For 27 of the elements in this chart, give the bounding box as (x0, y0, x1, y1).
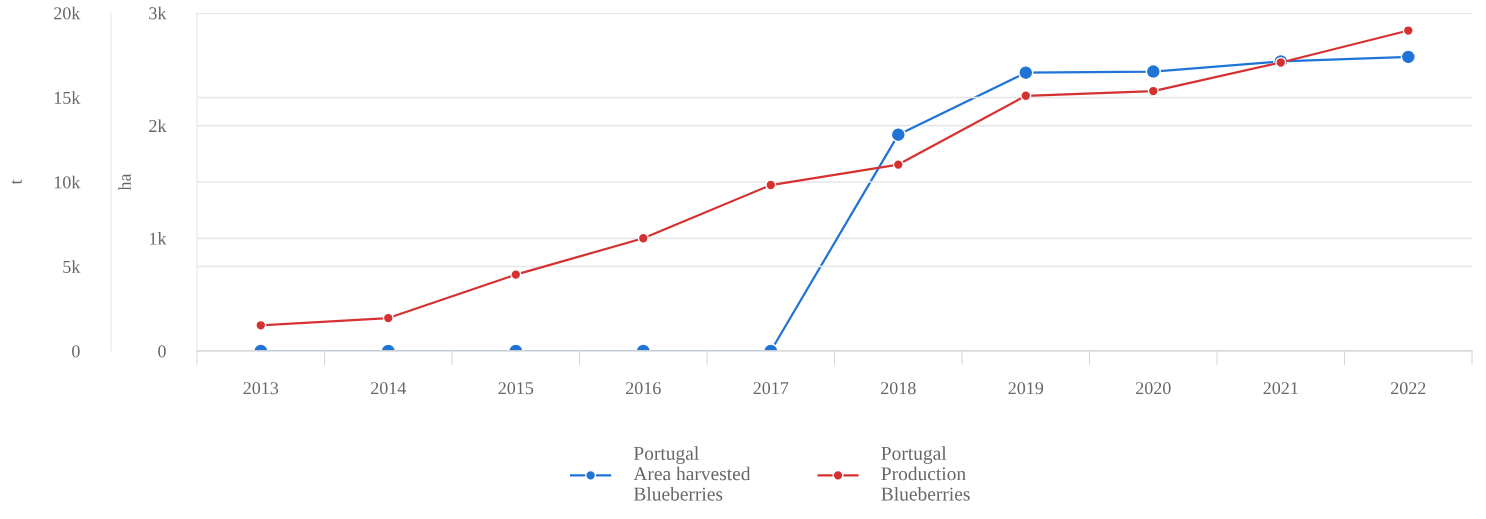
y2-tick-label: 1k (150, 232, 167, 245)
y-tick-label: 20k (54, 6, 81, 20)
y-tick-label: 0 (72, 345, 80, 358)
y2-tick-label: 3k (149, 6, 167, 20)
x-tick-label: 2017 (753, 382, 789, 395)
x-tick-label: 2013 (243, 382, 279, 395)
point (255, 319, 267, 331)
x-tick-label: 2020 (1136, 382, 1171, 395)
legend-label: Portugal Area harvested Blueberries (633, 446, 751, 501)
y-tick-label: 15k (54, 91, 81, 104)
y-tick-label: 5k (63, 260, 81, 273)
y2-axis-title: ha (118, 173, 131, 191)
x-tick-label: 2018 (881, 382, 916, 395)
x-tick-label: 2016 (626, 382, 661, 395)
y2-tick-label: 2k (149, 119, 167, 132)
x-tick-label: 2019 (1008, 382, 1044, 395)
y2-tick-label: 0 (158, 345, 166, 358)
y-axis-title: t (11, 179, 22, 185)
y-tick-label: 10k (54, 175, 81, 189)
legend-label: Portugal Production Blueberries (881, 446, 970, 501)
x-tick-label: 2015 (498, 382, 534, 395)
point (637, 232, 649, 244)
point (1147, 85, 1159, 97)
point (765, 179, 777, 191)
x-tick-label: 2022 (1391, 382, 1426, 395)
x-tick-label: 2021 (1263, 382, 1298, 395)
x-tick-label: 2014 (371, 382, 407, 395)
